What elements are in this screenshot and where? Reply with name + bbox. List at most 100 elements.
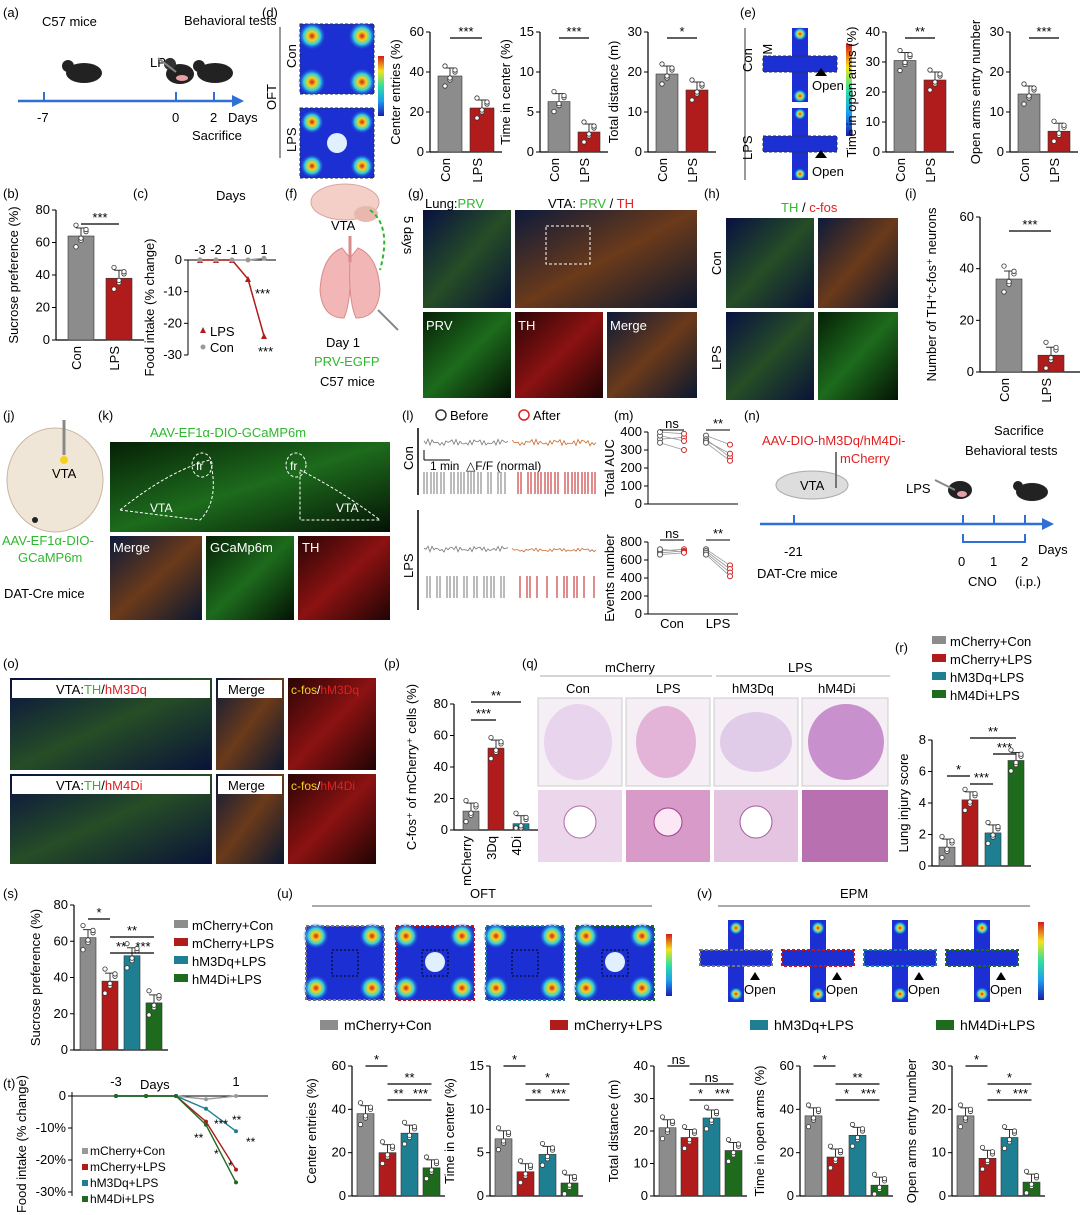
data-point (939, 854, 945, 861)
m-point-before (657, 439, 663, 446)
f-vta-label: VTA (331, 218, 356, 233)
m-sig-label-con: ns (665, 526, 679, 541)
sig-label: * (956, 762, 961, 777)
y-tick-label: 30 (866, 54, 880, 69)
x-tick-label: Con (69, 346, 84, 370)
a-tick-label-3: 2 (210, 110, 217, 125)
data-point (551, 89, 557, 95)
n-behav-label: Behavioral tests (965, 443, 1058, 458)
y-tick-label: 0 (919, 858, 926, 873)
n-mice-label: DAT-Cre mice (757, 566, 838, 581)
data-point (357, 1121, 364, 1128)
t-y-axis-label: Food intake (% change) (14, 1075, 29, 1213)
g-image-lung (423, 210, 511, 308)
y-axis-label: Sucrose preference (%) (28, 909, 43, 1046)
panel-j: (j) VTA AAV-EF1α-DIO- GCaMP6m DAT-Cre mi… (2, 408, 104, 601)
t-legend-label: hM3Dq+LPS (90, 1176, 158, 1190)
mouse-head-icon (6, 420, 104, 533)
l-trace-lps-after (511, 547, 597, 553)
data-point (985, 840, 991, 847)
l-trace-con-before (423, 437, 509, 447)
y-axis-label: Center entries (%) (388, 39, 403, 144)
panel-label-c: (c) (133, 186, 148, 201)
data-point (725, 1137, 732, 1143)
n-cno-bracket (962, 534, 1026, 543)
panel-label-f: (f) (285, 186, 297, 201)
u-heatmap-3 (483, 923, 565, 1001)
l-before-label: Before (450, 408, 488, 423)
t-sig-label: * (228, 1159, 233, 1173)
y-tick-label: 10 (628, 104, 642, 119)
t-y-tick-label: -10% (36, 1120, 67, 1135)
v-mazes: Open Open Open Open (699, 920, 1022, 1002)
panel-t: (t) Days 0 -10% -20% -30% -3 1 Food intake (% … (3, 1074, 268, 1213)
panel-a: (a) C57 mice LPS Behavioral tests -7 0 2… (3, 5, 277, 143)
sig-label: *** (997, 740, 1012, 755)
data-point (1053, 344, 1059, 351)
m-pair-line (705, 440, 731, 454)
j-vta-label: VTA (52, 466, 77, 481)
m-pair-line (659, 552, 685, 555)
r-legend-label: mCherry+LPS (950, 652, 1032, 667)
y-tick-label: 60 (54, 933, 68, 948)
data-point (513, 825, 519, 831)
y-tick-label: 30 (634, 1091, 648, 1106)
u-colorbar (666, 934, 672, 996)
t-x-tick-label: -3 (110, 1074, 122, 1089)
g-lung-text: Lung: (425, 196, 458, 211)
u-hotspot (573, 975, 599, 1001)
u-heatmaps (303, 923, 655, 1001)
f-prv-label: PRV-EGFP (314, 354, 380, 369)
m-point-before (703, 439, 709, 446)
o-cfos-hm3-text: hM3Dq (320, 683, 359, 697)
data-point (423, 1176, 430, 1182)
mouse-icon (62, 60, 102, 83)
y-tick-label: 2 (919, 827, 926, 842)
bar (995, 278, 1023, 373)
y-tick-label: 15 (520, 24, 534, 39)
a-timeline-arrow (232, 95, 244, 107)
data-point (664, 1127, 671, 1133)
data-point (703, 1126, 710, 1132)
data-point (452, 67, 458, 73)
o-label-box-1 (12, 680, 210, 698)
j-virus-label-2: GCaMP6m (18, 550, 82, 565)
m-pair-line (705, 550, 731, 570)
f-days-label: 5 days (401, 216, 416, 255)
data-point (1031, 85, 1037, 91)
m-sig-label-lps: ** (713, 416, 723, 431)
x-tick-label: Con (438, 158, 453, 182)
m-y-axis-label: Total AUC (602, 439, 617, 497)
s-legend-label: mCherry+Con (192, 918, 273, 933)
panel-label-e: (e) (740, 5, 756, 20)
y-axis-label: Center entries (%) (304, 1078, 319, 1183)
data-point (897, 47, 903, 54)
r-legend-swatch (932, 654, 946, 662)
c-legend-con: Con (210, 340, 234, 355)
y-tick-label: 20 (780, 1145, 794, 1160)
o-merge-label-2: Merge (228, 778, 265, 793)
data-point (463, 818, 469, 825)
u-heatmap-1 (303, 923, 385, 1001)
m-y-tick-label: 200 (620, 460, 642, 475)
data-point (962, 786, 968, 792)
data-point (659, 81, 665, 87)
o-cfos-text-1: c-fos (291, 683, 317, 697)
data-point (1028, 1181, 1035, 1187)
v-open-label: Open (990, 982, 1022, 997)
data-point (571, 1173, 578, 1180)
m-y-tick-label: 0 (635, 606, 642, 621)
r-legend-label: hM3Dq+LPS (950, 670, 1024, 685)
panel-k: (k) AAV-EF1α-DIO-GCaMP6m fr fr VTA VTA M… (98, 408, 390, 620)
data-point (708, 1117, 715, 1123)
data-point (362, 1113, 369, 1119)
data-point (984, 1157, 991, 1164)
x-tick-label: Con (997, 378, 1012, 402)
data-point (876, 1184, 883, 1190)
y-axis-label: Time in center (%) (442, 1078, 457, 1184)
data-point (442, 63, 448, 69)
c-y-axis-label: Food intake (% change) (142, 238, 157, 376)
u-center-zone (421, 949, 449, 977)
data-point (488, 755, 494, 762)
t-sig-label: ** (246, 1135, 256, 1149)
